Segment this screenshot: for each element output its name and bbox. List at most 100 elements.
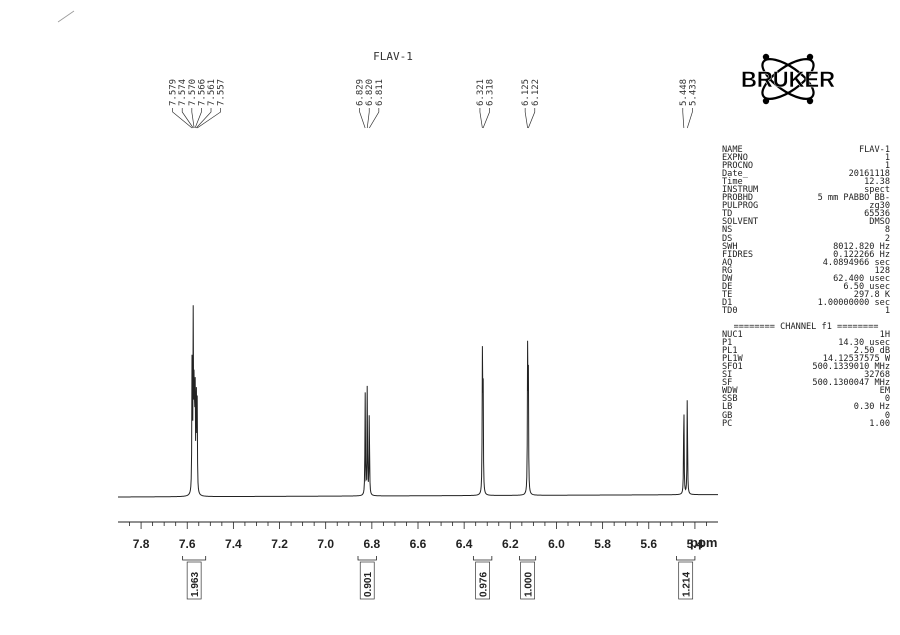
peak-label-leader [194, 108, 202, 129]
acquisition-parameter-list: NAME FLAV-1 EXPNO 1 PROCNO 1 Date_ 20161118 Time… [722, 145, 890, 316]
integral-bracket [472, 556, 493, 561]
param-row: GB 0 [722, 410, 890, 421]
param-row: NS 8 [722, 225, 890, 236]
param-row: PROBHD 5 mm PABBO BB- [722, 193, 890, 204]
param-name: PROCNO [722, 161, 754, 172]
param-row: EXPNO 1 [722, 153, 890, 164]
integral-label: 1.000 [524, 572, 535, 597]
peak-label: 6.318 [486, 79, 496, 106]
peak-label: 6.122 [531, 79, 541, 106]
peak-label: 7.574 [178, 79, 188, 106]
param-row: AQ 4.0894966 sec [722, 258, 890, 267]
peak-label-leader [479, 108, 483, 129]
peak-labels: 7.579 7.574 7.570 7.566 7.561 7.557 6.829 6.820… [169, 79, 698, 129]
param-row: TE 297.8 K [722, 289, 890, 300]
param-row: FIDRES 0.122266 Hz [722, 249, 890, 260]
x-tick-label: 6.6 [410, 537, 427, 551]
peak-label: 6.125 [521, 79, 531, 106]
param-value: 8012.820 Hz [833, 241, 890, 252]
bruker-logo-graphic: BRUKER [741, 53, 835, 105]
integral-label: 1.963 [190, 572, 201, 597]
param-value: 8 [884, 225, 890, 236]
param-name: LB [722, 402, 733, 413]
peak-label-leader [524, 108, 528, 129]
param-value: 0 [884, 394, 890, 405]
x-tick-label: 7.6 [179, 537, 196, 551]
param-row: RG 128 [722, 266, 890, 275]
x-tick-label: 6.8 [364, 537, 381, 551]
peak-label: 6.321 [476, 79, 486, 106]
param-row: D1 1.00000000 sec [722, 297, 890, 308]
param-value: 2 [884, 233, 890, 244]
param-name: TD0 [722, 305, 738, 316]
peak-label-leader [181, 108, 194, 129]
x-axis: 7.8 7.6 7.4 7.2 7.0 6.8 6.6 6.4 6.2 6.0 5.8 5.6 5.4 [118, 521, 718, 551]
peak-label-leader [682, 108, 685, 129]
param-name: PL1W [722, 354, 743, 365]
integral-box [186, 561, 202, 600]
param-row: Date_ 20161118 [722, 170, 890, 179]
param-name: INSTRUM [722, 185, 759, 196]
x-axis-label: ppm [690, 535, 717, 550]
param-name: SFO1 [722, 362, 743, 373]
peak-label-leader [369, 108, 380, 129]
param-value: 1.00 [869, 418, 890, 429]
param-name: SOLVENT [722, 217, 759, 228]
peak-label: 5.448 [679, 79, 689, 106]
x-tick-label: 5.8 [594, 537, 611, 551]
spectrum-trace [118, 305, 718, 498]
scan-mark [57, 10, 75, 23]
integral-box [475, 561, 490, 600]
param-value: 0 [884, 410, 890, 421]
param-value: spect [864, 185, 890, 196]
param-row: NUC1 1H [722, 330, 890, 341]
x-tick-label: 7.2 [271, 537, 288, 551]
param-row: PL1W 14.12537575 W [722, 354, 890, 365]
x-tick-label: 6.0 [548, 537, 565, 551]
param-value: 0.122266 Hz [833, 249, 890, 260]
acquisition-parameters: NAME FLAV-1 EXPNO 1 PROCNO 1 Date_ 20161118 Time… [722, 146, 890, 428]
param-value: 14.30 usec [838, 338, 890, 349]
param-value: 5 mm PABBO BB- [817, 193, 890, 204]
x-tick-label: 6.4 [456, 537, 473, 551]
param-value: 500.1300047 MHz [812, 378, 890, 389]
peak-label-leader [195, 108, 212, 129]
chart-title: FLAV-1 [373, 50, 413, 63]
integral-label: 0.976 [479, 572, 490, 597]
param-value: 6.50 usec [843, 281, 890, 292]
peak-label-leader [686, 108, 693, 129]
bruker-logo: BRUKER [718, 48, 858, 110]
param-row: SOLVENT DMSO [722, 217, 890, 228]
param-row: SWH 8012.820 Hz [722, 241, 890, 252]
param-value: 1.00000000 sec [817, 297, 890, 308]
param-name: EXPNO [722, 153, 748, 164]
x-tick-label: 6.2 [502, 537, 519, 551]
param-name: PULPROG [722, 201, 759, 212]
x-tick-label: 7.4 [225, 537, 242, 551]
param-row: SSB 0 [722, 394, 890, 405]
x-tick-label: 7.0 [317, 537, 334, 551]
param-name: SSB [722, 394, 738, 405]
param-name: NUC1 [722, 330, 743, 341]
param-name: WDW [722, 386, 738, 397]
peak-label: 5.433 [688, 79, 698, 106]
param-row: NAME FLAV-1 [722, 145, 890, 155]
peak-label: 7.570 [188, 79, 198, 106]
peak-label-leader [366, 108, 370, 129]
param-row: Time 12.38 [722, 178, 890, 187]
param-name: TE [722, 289, 733, 300]
peak-label-leader [191, 108, 195, 129]
param-value: 14.12537575 W [822, 354, 890, 365]
peak-label: 7.579 [169, 79, 179, 106]
peak-label: 7.561 [207, 79, 217, 106]
param-name: NAME [722, 145, 743, 155]
param-row: SI 32768 [722, 371, 890, 380]
integral-labels: 1.963 0.901 0.976 1.000 1.214 [182, 556, 696, 600]
peak-label-leader [172, 108, 193, 129]
param-value: 500.1339010 MHz [812, 362, 890, 373]
param-name: PROBHD [722, 193, 754, 204]
integral-box [359, 561, 375, 600]
param-name: DE [722, 281, 733, 292]
peak-label-leader [527, 108, 536, 129]
